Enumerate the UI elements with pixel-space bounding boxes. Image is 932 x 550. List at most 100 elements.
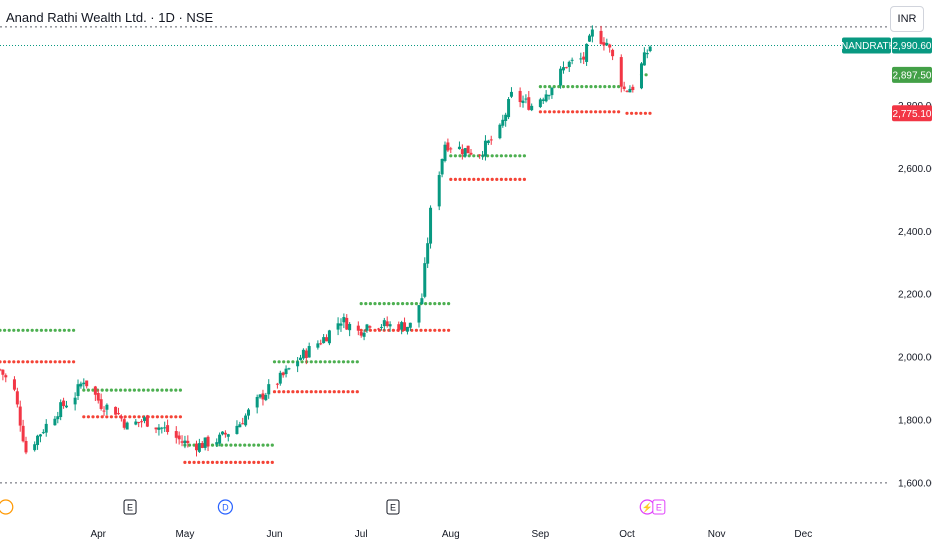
level-dot [490,177,494,181]
candle-body [325,337,329,342]
x-tick-label: Dec [794,529,812,540]
candle-body [85,380,89,387]
level-dot [224,460,228,464]
level-dot [229,460,233,464]
event-label: E [656,503,662,513]
level-dot [3,360,7,364]
candle-body [400,322,404,330]
level-dot [504,177,508,181]
level-dot [522,154,527,158]
level-dot [305,390,309,394]
level-dot [272,390,277,394]
candle-body [116,413,120,415]
level-dot [584,85,589,89]
level-dot [201,460,205,464]
candle-body [642,52,646,66]
candle-body [163,427,167,429]
event-label: E [390,503,396,513]
time-axis[interactable]: Apr May Jun Jul Aug Sep Oct Nov Dec [90,529,812,540]
candle-body [174,431,178,438]
candle-body [469,152,473,155]
level-dot [178,388,182,392]
level-dot [575,85,579,89]
level-dot [96,415,100,419]
candle-body [437,175,441,207]
level-dot [453,177,457,181]
level-dot [617,85,621,89]
candle-body [235,425,239,434]
level-dot [309,390,313,394]
level-dot [433,328,437,332]
level-dot [123,415,127,419]
y-tick-label: 1,600.00 [898,478,932,489]
candle-body [368,326,372,328]
level-dot [82,415,86,419]
level-dot [639,111,643,115]
level-dot [109,388,113,392]
level-dot [192,460,196,464]
candle-body [194,443,198,451]
level-dot [332,390,336,394]
candle-body [483,140,487,157]
level-dot [229,443,233,447]
level-dot [463,177,467,181]
level-dot [612,110,616,114]
dividend-icon [217,499,233,515]
level-dot [612,85,616,89]
level-dot [165,388,169,392]
level-dot [123,388,127,392]
candle-body [140,421,144,423]
price-axis[interactable]: 1,600.00 1,800.00 2,000.00 2,200.00 2,400.00… [898,101,932,489]
candle-body [585,43,589,62]
level-dot [378,302,382,306]
level-dot [114,415,118,419]
level-dot [433,302,437,306]
level-dot [128,388,132,392]
candle-body [160,427,164,429]
level-dot [648,111,652,115]
level-dot [261,443,265,447]
candle-body [611,49,615,57]
candle-body [226,434,230,437]
level-dot [35,328,39,332]
level-dot [575,110,579,114]
candle-body [608,44,612,48]
level-dot [206,460,210,464]
ticker-badge [842,37,891,54]
candle-body [559,68,563,86]
currency-button[interactable]: INR [890,6,924,32]
candle-body [564,67,568,69]
level-dot [467,177,471,181]
level-dot [146,388,150,392]
event-markers[interactable]: E D E ⚡ E [0,499,666,515]
candle-body [489,139,493,141]
x-tick-label: May [175,529,194,540]
level-dot [119,388,123,392]
candle-body [247,409,251,416]
level-dot [39,360,44,364]
level-dot [359,302,363,306]
level-dot [277,360,281,364]
level-dot [522,177,527,181]
x-tick-label: Aug [442,529,460,540]
candle-body [648,46,652,52]
candle-body [587,35,591,42]
level-dot [21,360,25,364]
candle-body [64,405,68,408]
level-dot [49,360,53,364]
ticker-badge-text: ANANDRATHI [834,41,898,52]
candle-body [206,436,210,447]
candle-body [463,148,467,157]
candle-body [203,437,207,448]
event-label: D [222,503,229,513]
candle-body [177,435,181,440]
level-dot [142,388,146,392]
y-tick-label: 2,600.00 [898,164,932,175]
level-dot [571,110,575,114]
level-dot [382,302,386,306]
earnings-icon [652,499,666,515]
level-dot [30,360,34,364]
candle-body [258,394,262,398]
level-dot [210,443,215,447]
